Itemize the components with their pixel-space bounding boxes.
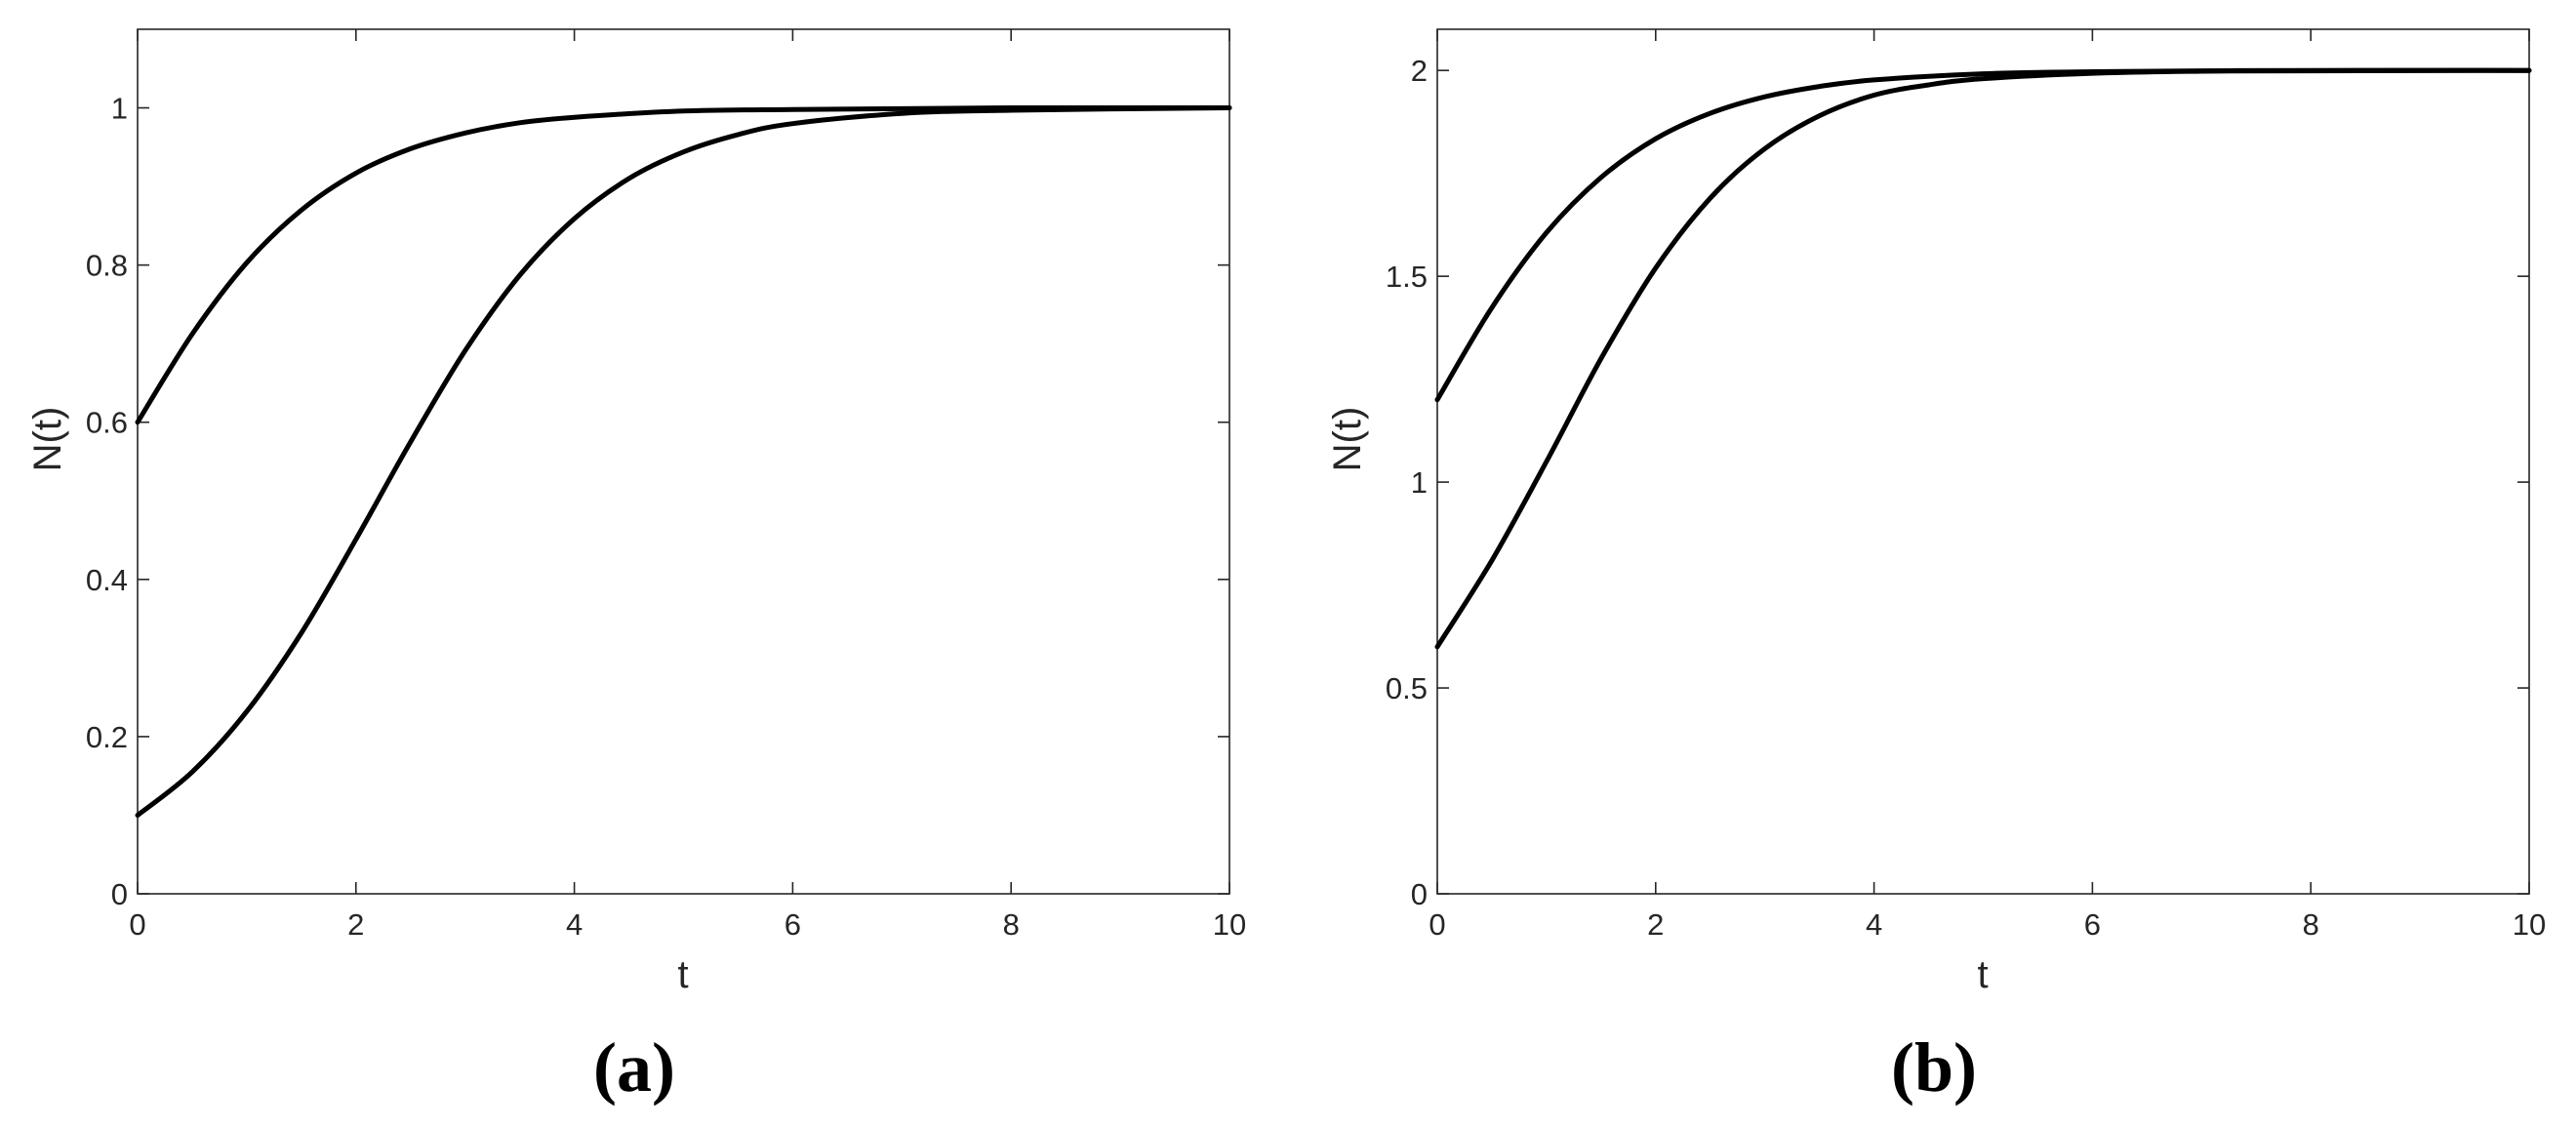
chart-panel-a: 0 2 4 6 8 10 0 0.2 0.4 0.6 0.8 1 t N(t) (a) [26, 28, 1246, 1107]
x-axis-label-a: t [677, 953, 688, 996]
y-tick-label: 1 [1411, 465, 1428, 500]
x-tick-label: 2 [347, 907, 364, 942]
tick-marks-b [1436, 29, 2530, 895]
x-tick-label: 10 [2513, 907, 2546, 942]
series-curves-b [1434, 67, 2532, 650]
x-tick-label: 8 [2303, 907, 2319, 942]
x-tick-label: 10 [1213, 907, 1246, 942]
y-tick-label: 0.4 [86, 563, 128, 597]
x-tick-label: 0 [129, 907, 145, 942]
y-tick-label: 2 [1411, 54, 1428, 88]
y-axis-label-a: N(t) [26, 407, 69, 472]
x-tick-label: 4 [566, 907, 583, 942]
series-line-b-1 [1434, 67, 2532, 403]
y-tick-label: 0.2 [86, 720, 128, 754]
x-tick-label: 4 [1866, 907, 1882, 942]
y-tick-label: 0 [111, 877, 128, 911]
plot-area-b [1436, 28, 2530, 895]
y-tick-label: 0.6 [86, 406, 128, 440]
series-curves-a [135, 104, 1232, 818]
x-tick-label: 6 [2084, 907, 2101, 942]
x-tick-label: 6 [785, 907, 801, 942]
series-line-a-1 [135, 104, 1232, 425]
y-tick-labels-b: 0 0.5 1 1.5 2 [1386, 54, 1428, 911]
tick-marks-a [137, 29, 1230, 895]
series-line-a-2 [135, 105, 1232, 818]
x-tick-labels-a: 0 2 4 6 8 10 [129, 907, 1246, 942]
x-tick-label: 0 [1429, 907, 1445, 942]
panel-label-a: (a) [593, 1028, 675, 1107]
plot-area-a [137, 28, 1230, 895]
y-tick-label: 1 [111, 92, 128, 126]
x-tick-label: 2 [1647, 907, 1664, 942]
x-tick-label: 8 [1003, 907, 1020, 942]
y-axis-label-b: N(t) [1326, 407, 1369, 472]
y-tick-labels-a: 0 0.2 0.4 0.6 0.8 1 [86, 92, 128, 911]
y-tick-label: 0.8 [86, 249, 128, 283]
y-tick-label: 1.5 [1386, 260, 1428, 294]
y-tick-label: 0 [1411, 877, 1428, 911]
y-tick-label: 0.5 [1386, 671, 1428, 705]
x-axis-label-b: t [1977, 953, 1988, 996]
x-tick-labels-b: 0 2 4 6 8 10 [1429, 907, 2546, 942]
panel-label-b: (b) [1891, 1028, 1977, 1107]
chart-panel-b: 0 2 4 6 8 10 0 0.5 1 1.5 2 t N(t) (b) [1326, 28, 2546, 1107]
series-line-b-2 [1434, 67, 2532, 650]
